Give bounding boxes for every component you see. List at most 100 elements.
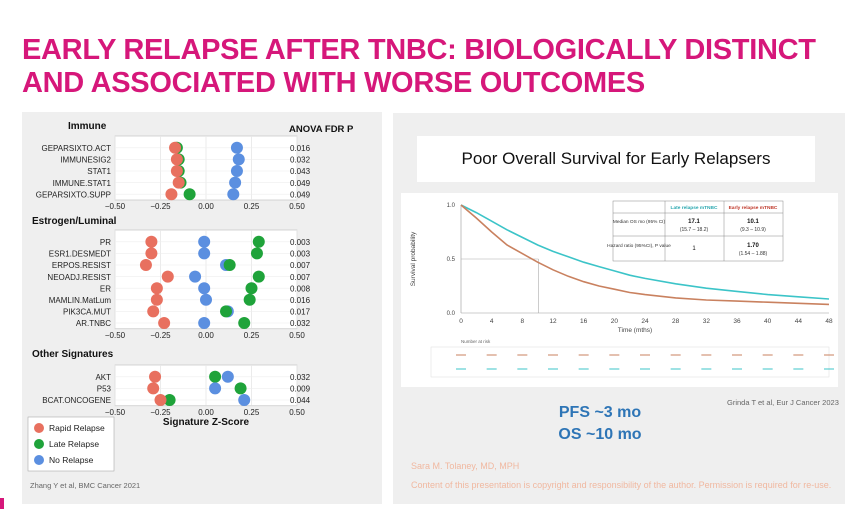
median-os-early: 10.1 <box>747 219 759 225</box>
km-x-tick: 8 <box>521 318 525 325</box>
dot-late-relapse <box>234 382 247 395</box>
fdr-p-value: 0.032 <box>290 373 311 382</box>
dot-rapid-relapse <box>149 370 162 383</box>
median-os-late-ci: (15.7 – 18.2) <box>680 227 709 233</box>
fdr-p-value: 0.049 <box>290 179 311 188</box>
x-tick-label: 0.50 <box>289 408 305 417</box>
fdr-p-value: 0.017 <box>290 308 311 317</box>
dot-rapid-relapse <box>165 188 178 201</box>
presenter-name: Sara M. Tolaney, MD, MPH <box>411 461 520 471</box>
x-tick-label: −0.50 <box>105 202 126 211</box>
signature-label: ESR1.DESMEDT <box>49 250 111 259</box>
legend-item-rapid: Rapid Relapse <box>49 423 105 433</box>
risk-table-box <box>430 346 830 378</box>
dot-no-relapse <box>227 188 240 201</box>
x-tick-label: −0.25 <box>150 408 171 417</box>
os-table <box>612 200 784 262</box>
signature-label: ERPOS.RESIST <box>52 261 111 270</box>
x-tick-label: 0.25 <box>244 331 260 340</box>
signature-label: PR <box>100 238 111 247</box>
x-tick-label: 0.00 <box>198 202 214 211</box>
dot-rapid-relapse <box>170 165 183 177</box>
dot-late-relapse <box>223 259 236 271</box>
dot-rapid-relapse <box>145 247 158 260</box>
signature-label: IMMUNESIG2 <box>60 156 111 165</box>
dot-late-relapse <box>220 305 233 318</box>
x-tick-label: 0.00 <box>198 331 214 340</box>
dot-rapid-relapse <box>150 282 163 295</box>
fdr-p-value: 0.032 <box>290 319 311 328</box>
signature-label: MAMLIN.MatLum <box>49 296 112 305</box>
signature-label: ER <box>100 284 111 293</box>
dot-late-relapse <box>243 293 256 306</box>
x-tick-label: 0.50 <box>289 331 305 340</box>
dot-rapid-relapse <box>145 235 158 248</box>
fdr-p-value: 0.044 <box>290 396 311 405</box>
copyright-notice: Content of this presentation is copyrigh… <box>411 480 832 490</box>
risk-table-label: Number at risk <box>461 339 491 344</box>
legend-item-none: No Relapse <box>49 455 94 465</box>
dot-rapid-relapse <box>172 176 185 189</box>
x-tick-label: −0.25 <box>150 331 171 340</box>
hazard-ratio-early-ci: (1.54 – 1.88) <box>739 251 768 257</box>
signature-label: AKT <box>95 373 111 382</box>
dot-no-relapse <box>230 165 243 177</box>
stat-header: ANOVA FDR P <box>289 124 354 135</box>
dot-no-relapse <box>230 141 243 154</box>
dot-rapid-relapse <box>139 259 152 271</box>
km-y-tick: 1.0 <box>447 203 456 209</box>
dot-rapid-relapse <box>150 293 163 306</box>
dot-rapid-relapse <box>147 305 160 318</box>
fdr-p-value: 0.008 <box>290 284 311 293</box>
km-line-late-relapse <box>460 204 830 300</box>
fdr-p-value: 0.043 <box>290 167 311 176</box>
dot-no-relapse <box>189 270 202 283</box>
os-text: OS ~10 mo <box>558 426 642 443</box>
fdr-p-value: 0.007 <box>290 261 311 270</box>
x-tick-label: −0.50 <box>105 408 126 417</box>
km-x-tick: 20 <box>611 318 619 325</box>
km-line-early-relapse <box>460 204 830 306</box>
km-y-tick: 0.5 <box>447 257 456 263</box>
signature-dot-plot: ANOVA FDR P Immune GEPARSIXTO.ACT 0.016 IMMU… <box>27 121 354 472</box>
x-tick-label: 0.00 <box>198 408 214 417</box>
fdr-p-value: 0.032 <box>290 156 311 165</box>
x-tick-label: 0.50 <box>289 202 305 211</box>
dot-late-relapse <box>252 235 265 248</box>
km-x-label: Time (mths) <box>618 327 652 334</box>
title-line-2: AND ASSOCIATED WITH WORSE OUTCOMES <box>22 67 645 99</box>
dot-rapid-relapse <box>154 394 167 406</box>
fdr-p-value: 0.016 <box>290 296 311 305</box>
km-chart-box: Survival probability 0.0 0.5 1.0 0 4 8 12 16 20 24… <box>401 193 838 387</box>
km-x-tick: 4 <box>490 318 494 325</box>
dot-late-relapse <box>252 270 265 283</box>
dot-no-relapse <box>209 382 222 395</box>
dot-no-relapse <box>198 235 211 248</box>
km-x-tick: 36 <box>733 318 741 325</box>
dot-rapid-relapse <box>170 153 183 166</box>
dot-no-relapse <box>221 370 234 383</box>
x-tick-label: 0.25 <box>244 408 260 417</box>
title-line-1: EARLY RELAPSE AFTER TNBC: BIOLOGICALLY D… <box>22 34 816 66</box>
dot-no-relapse <box>198 317 211 329</box>
x-tick-label: −0.25 <box>150 202 171 211</box>
x-tick-label: −0.50 <box>105 331 126 340</box>
dot-rapid-relapse <box>169 141 182 154</box>
accent-mark <box>0 498 4 509</box>
dot-late-relapse <box>183 188 196 201</box>
os-table-row-label: Hazard ratio (95%CI), P value <box>607 243 671 249</box>
fdr-p-value: 0.007 <box>290 273 311 282</box>
right-citation: Grinda T et al, Eur J Cancer 2023 <box>727 398 839 407</box>
dot-late-relapse <box>238 317 251 329</box>
dot-no-relapse <box>200 293 212 306</box>
km-x-tick: 0 <box>459 318 463 325</box>
km-title-box: Poor Overall Survival for Early Relapser… <box>417 136 815 182</box>
km-x-tick: 16 <box>580 318 588 325</box>
os-table-header-late: Late relapse mTNBC <box>671 205 718 211</box>
km-x-tick: 32 <box>703 318 711 325</box>
dot-late-relapse <box>250 247 263 260</box>
hazard-ratio-late: 1 <box>692 246 696 252</box>
signature-label: AR.TNBC <box>76 319 111 328</box>
dot-no-relapse <box>232 153 245 166</box>
